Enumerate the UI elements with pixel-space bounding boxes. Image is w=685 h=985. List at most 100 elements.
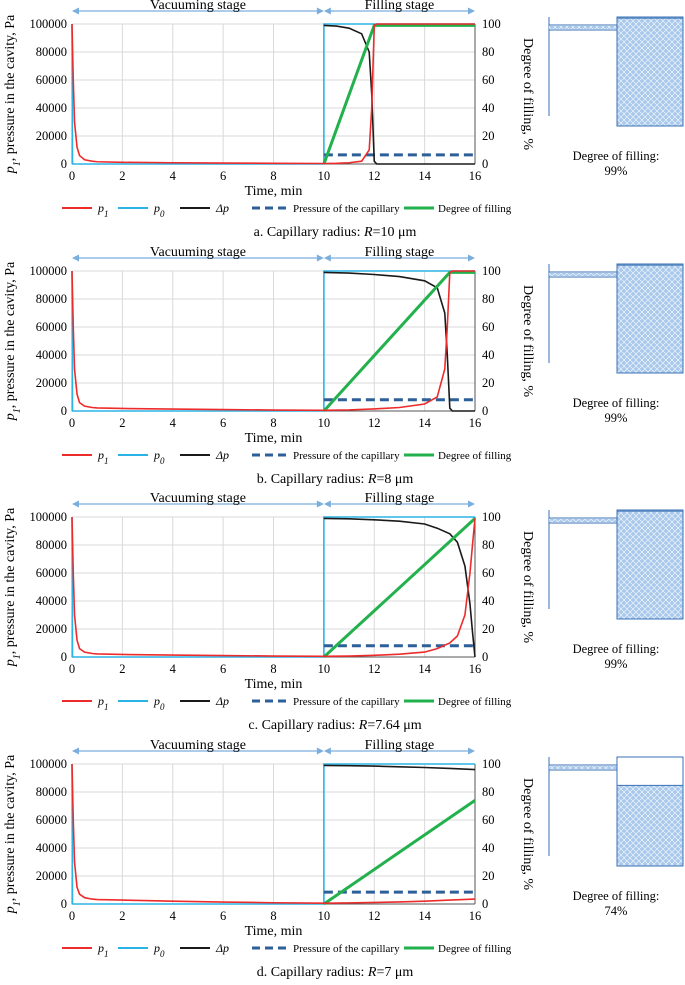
series-degree-of-filling-line	[322, 517, 477, 659]
y-left-axis-label: p1, pressure in the cavity, Pa	[3, 14, 23, 174]
x-tick-label: 8	[270, 662, 276, 676]
y-right-axis-label: Degree of filling, %	[520, 531, 535, 643]
y-right-axis-label: Degree of filling, %	[520, 285, 535, 397]
y-right-tick-label: 40	[482, 594, 495, 608]
filling-stage-label: Filling stage	[365, 245, 435, 260]
y-left-tick-label: 20000	[36, 622, 67, 636]
side-fill-value: 99%	[605, 411, 628, 425]
x-axis-label: Time, min	[245, 677, 303, 692]
x-axis-label: Time, min	[245, 431, 303, 446]
y-left-tick-label: 40000	[36, 594, 67, 608]
series-p1-line	[71, 516, 476, 658]
vacuum-stage-label: Vacuuming stage	[150, 245, 246, 260]
x-tick-label: 14	[418, 169, 431, 183]
vacuum-stage-label: Vacuuming stage	[150, 0, 246, 13]
cavity-schematic-3: Degree of filling:99%	[548, 509, 684, 671]
y-right-tick-label: 80	[482, 45, 495, 59]
x-tick-label: 4	[170, 909, 177, 923]
y-left-tick-label: 20000	[36, 869, 67, 883]
series-p1-line	[71, 270, 475, 412]
filling-stage-label: Filling stage	[365, 491, 435, 506]
filling-stage-arrow-head-left	[323, 254, 331, 262]
y-right-tick-label: 60	[482, 320, 495, 334]
y-left-tick-label: 80000	[36, 45, 67, 59]
y-right-tick-label: 40	[482, 101, 495, 115]
x-tick-label: 4	[170, 416, 177, 430]
vacuum-stage-arrow-head-left	[72, 500, 79, 508]
y-left-tick-label: 100000	[30, 264, 68, 278]
x-tick-label: 6	[220, 662, 226, 676]
series-p1-line	[71, 23, 475, 165]
y-left-tick-label: 60000	[36, 73, 67, 87]
chart-caption: a. Capillary radius: R=10 μm	[254, 225, 417, 240]
y-left-axis-label-symbol: p	[3, 413, 18, 421]
y-left-axis-label-subscript: 1	[12, 161, 23, 166]
x-tick-label: 4	[170, 169, 177, 183]
cavity-schematic-1: Degree of filling:99%	[548, 16, 684, 178]
x-tick-label: 16	[469, 169, 482, 183]
legend-p1-label: p1	[97, 201, 109, 219]
capillary-fill	[549, 273, 617, 276]
vacuum-stage-arrow-head-right	[316, 747, 324, 755]
y-left-axis-label-subscript: 1	[12, 901, 23, 906]
y-right-tick-label: 60	[482, 73, 495, 87]
y-left-tick-label: 100000	[30, 510, 68, 524]
y-right-tick-label: 100	[482, 17, 501, 31]
x-tick-label: 10	[318, 416, 331, 430]
filling-stage-arrow-head-right	[468, 7, 475, 15]
y-left-tick-label: 100000	[30, 757, 68, 771]
y-left-axis-label: p1, pressure in the cavity, Pa	[3, 261, 23, 421]
x-tick-label: 10	[318, 169, 331, 183]
legend-filling-label: Degree of filling	[438, 450, 512, 462]
y-right-tick-label: 0	[482, 404, 488, 418]
y-right-tick-label: 60	[482, 566, 495, 580]
side-fill-title: Degree of filling:	[573, 889, 660, 903]
vacuum-stage-arrow-head-right	[316, 7, 324, 15]
series-delta-p-line	[323, 271, 475, 412]
filling-stage-arrow-head-left	[323, 7, 331, 15]
legend-filling-label: Degree of filling	[438, 943, 512, 955]
capillary-fill	[549, 26, 617, 29]
side-fill-value: 99%	[605, 164, 628, 178]
y-left-tick-label: 80000	[36, 785, 67, 799]
y-left-tick-label: 0	[61, 897, 67, 911]
vacuum-stage-label: Vacuuming stage	[150, 738, 246, 753]
y-left-axis-label-text: , pressure in the cavity, Pa	[3, 261, 18, 408]
y-left-tick-label: 0	[61, 404, 67, 418]
x-tick-label: 14	[418, 909, 431, 923]
x-tick-label: 12	[368, 169, 381, 183]
x-tick-label: 0	[69, 169, 75, 183]
cavity-schematic-2: Degree of filling:99%	[548, 263, 684, 425]
legend-p1-label: p1	[97, 448, 109, 466]
filling-stage-arrow-head-left	[323, 747, 331, 755]
y-right-tick-label: 100	[482, 510, 501, 524]
x-tick-label: 2	[119, 909, 125, 923]
vacuum-stage-arrow-head-right	[316, 500, 324, 508]
side-fill-value: 74%	[605, 904, 628, 918]
x-tick-label: 0	[69, 416, 75, 430]
y-right-tick-label: 100	[482, 264, 501, 278]
legend-delta-p-label: Δp	[215, 941, 229, 955]
x-tick-label: 14	[418, 662, 431, 676]
filling-stage-arrow-head-right	[468, 747, 475, 755]
y-left-tick-label: 0	[61, 650, 67, 664]
x-tick-label: 6	[220, 416, 226, 430]
capillary-fill	[549, 766, 617, 769]
y-right-tick-label: 0	[482, 897, 488, 911]
chart-panel-3: 0 2 4 6 8 10 12 14 16020000400006000080000100000…	[3, 491, 535, 733]
y-left-axis-label-subscript: 1	[12, 654, 23, 659]
y-left-axis-label-text: , pressure in the cavity, Pa	[3, 507, 18, 654]
series-degree-of-filling-line	[322, 23, 475, 165]
legend-delta-p-label: Δp	[215, 448, 229, 462]
x-tick-label: 10	[318, 662, 331, 676]
cavity-outline	[616, 16, 684, 127]
y-left-axis-label: p1, pressure in the cavity, Pa	[3, 507, 23, 667]
y-left-tick-label: 40000	[36, 841, 67, 855]
y-right-axis-label: Degree of filling, %	[520, 778, 535, 890]
legend-filling-label: Degree of filling	[438, 696, 512, 708]
legend-delta-p-label: Δp	[215, 201, 229, 215]
legend-capillary-label: Pressure of the capillary	[293, 696, 400, 708]
x-tick-label: 14	[418, 416, 431, 430]
y-left-tick-label: 80000	[36, 538, 67, 552]
y-left-axis-label-text: , pressure in the cavity, Pa	[3, 14, 18, 161]
